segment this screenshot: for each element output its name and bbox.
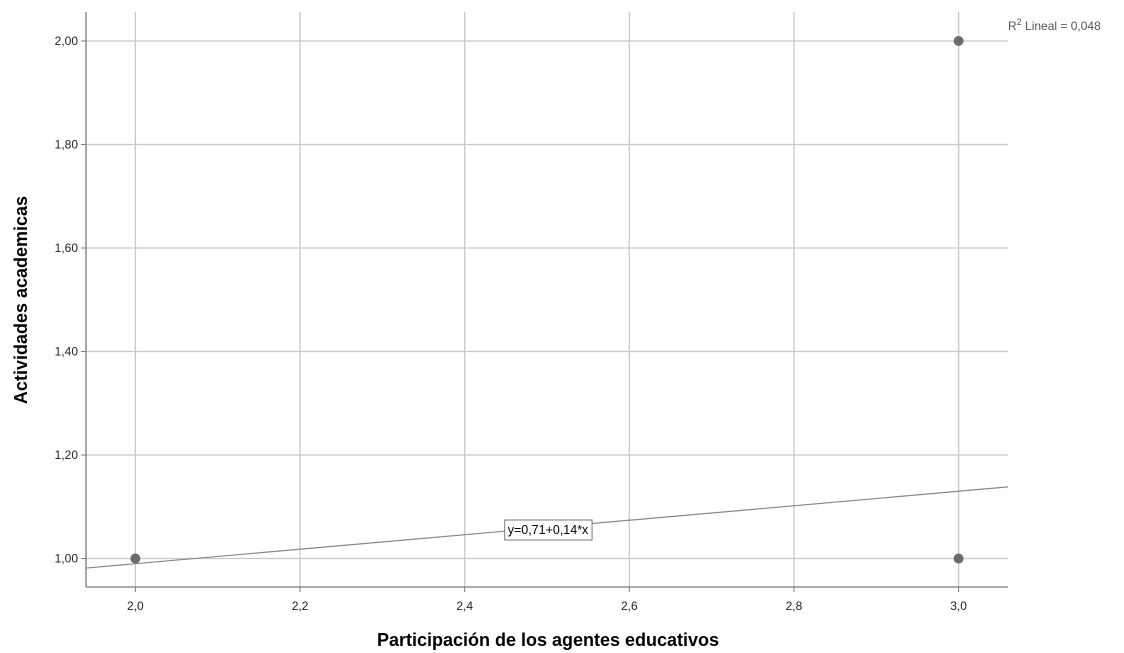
y-tick-label: 1,80 — [55, 137, 79, 151]
data-point — [953, 553, 964, 564]
fit-equation-box — [504, 519, 593, 541]
y-tick-label: 1,40 — [55, 345, 79, 359]
x-tick-label: 2,6 — [621, 599, 638, 613]
data-point — [953, 35, 964, 46]
x-tick-label: 2,4 — [456, 599, 473, 613]
x-gridlines — [134, 12, 960, 587]
data-points — [130, 35, 964, 564]
y-tick-label: 1,00 — [55, 552, 79, 566]
y-tick-labels: 1,00 1,20 1,40 1,60 1,80 2,00 — [55, 34, 79, 566]
y-tick-label: 1,20 — [55, 448, 79, 462]
r-squared-prefix: R — [1008, 19, 1017, 33]
x-tick-labels: 2,0 2,2 2,4 2,6 2,8 3,0 — [127, 599, 967, 613]
y-gridlines — [86, 40, 1008, 560]
fit-equation-label: y=0,71+0,14*x — [504, 519, 593, 541]
r-squared-superscript: 2 — [1017, 17, 1022, 27]
data-point — [130, 553, 141, 564]
x-axis-title: Participación de los agentes educativos — [377, 630, 719, 650]
r-squared-annotation: R2 Lineal = 0,048 — [1008, 17, 1101, 33]
x-tick-label: 2,2 — [292, 599, 309, 613]
x-tick-label: 2,0 — [127, 599, 144, 613]
y-tick-marks — [81, 40, 86, 560]
r-squared-text: Lineal = 0,048 — [1022, 19, 1101, 33]
x-tick-label: 3,0 — [950, 599, 967, 613]
fit-equation-text: y=0,71+0,14*x — [508, 523, 589, 537]
x-tick-marks — [134, 587, 960, 592]
y-axis-title: Actividades academicas — [11, 196, 31, 404]
x-tick-label: 2,8 — [786, 599, 803, 613]
y-tick-label: 2,00 — [55, 34, 79, 48]
y-tick-label: 1,60 — [55, 241, 79, 255]
